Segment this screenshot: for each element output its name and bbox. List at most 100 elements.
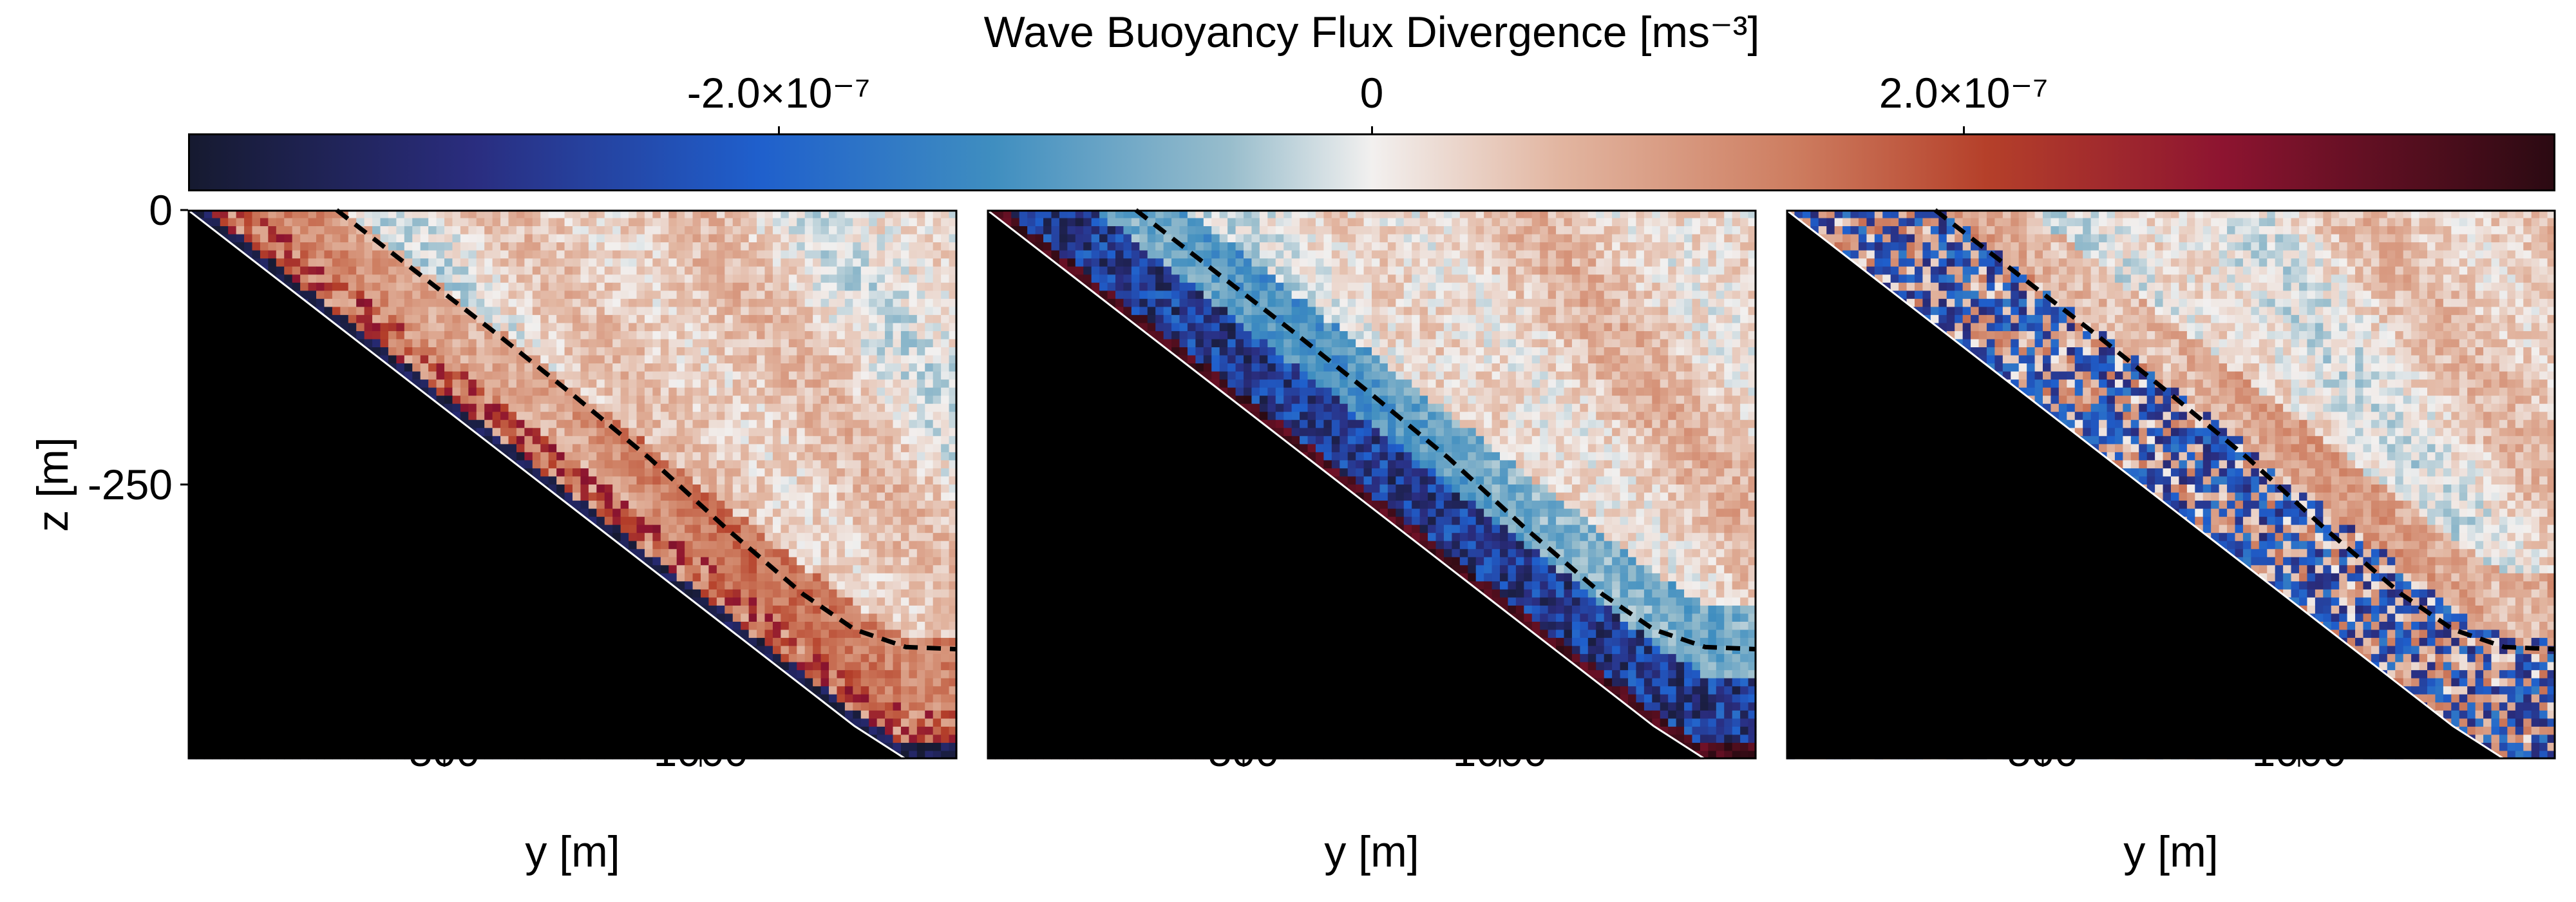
heatmap-cell [308,274,317,283]
heatmap-cell [508,250,517,259]
heatmap-panel-1 [180,208,958,767]
heatmap-cell [797,218,806,227]
heatmap-cell [620,291,629,300]
heatmap-cell [629,242,638,251]
heatmap-cell [380,331,389,340]
heatmap-cell [853,613,862,622]
heatmap-cell [724,605,734,615]
heatmap-cell [893,266,902,275]
heatmap-cell [428,339,437,348]
heatmap-cell [685,274,694,283]
heatmap-cell [925,557,934,566]
heatmap-cell [332,291,341,300]
heatmap-cell [781,282,790,291]
heatmap-cell [629,371,638,380]
heatmap-cell [692,428,701,437]
heatmap-cell [484,274,493,283]
heatmap-cell [500,396,509,405]
heatmap-cell [364,291,373,300]
heatmap-cell [701,210,710,219]
heatmap-cell [829,581,838,590]
heatmap-cell [741,210,750,219]
heatmap-cell [492,250,501,259]
heatmap-cell [428,298,437,307]
heatmap-cell [893,371,902,380]
heatmap-cell [748,581,757,590]
heatmap-cell [900,291,909,300]
heatmap-cell [412,314,421,324]
heatmap-cell [772,476,781,485]
heatmap-cell [332,258,341,267]
heatmap-cell [869,524,878,533]
colorbar-tick-label-zero: 0 [1359,69,1384,117]
heatmap-cell [652,274,661,283]
heatmap-cell [484,291,493,300]
heatmap-cell [764,501,773,510]
heatmap-cell [701,347,710,356]
heatmap-cell [612,266,621,275]
heatmap-cell [804,347,813,356]
heatmap-cell [772,444,781,453]
heatmap-cell [820,549,829,558]
heatmap-cell [900,323,909,332]
heatmap-cell [876,250,886,259]
heatmap-cell [772,314,781,324]
heatmap-cell [781,258,790,267]
heatmap-cell [804,371,813,380]
heatmap-cell [636,501,645,510]
heatmap-cell [573,419,582,428]
heatmap-cell [925,460,934,469]
heatmap-cell [741,218,750,227]
heatmap-cell [916,266,925,275]
heatmap-cell [636,210,645,219]
heatmap-cell [573,210,582,219]
heatmap-cell [893,468,902,477]
heatmap-cell [636,419,645,428]
heatmap-cell [781,581,790,590]
heatmap-cell [885,485,894,494]
heatmap-cell [612,226,621,235]
heatmap-cell [916,210,925,219]
heatmap-cell [813,622,822,631]
heatmap-cell [804,266,813,275]
heatmap-cell [820,282,829,291]
heatmap-cell [893,331,902,340]
heatmap-cell [853,428,862,437]
heatmap-cell [813,274,822,283]
heatmap-cell [941,218,950,227]
heatmap-cell [893,403,902,412]
heatmap-cell [564,476,573,485]
heatmap-cell [428,307,437,316]
heatmap-cell [484,412,493,421]
heatmap-cell [797,452,806,461]
heatmap-cell [492,226,501,235]
heatmap-cell [708,282,717,291]
heatmap-cell [804,573,813,582]
heatmap-cell [244,210,253,219]
heatmap-cell [820,258,829,267]
heatmap-cell [564,379,573,389]
heatmap-cell [380,314,389,324]
heatmap-cell [532,419,541,428]
heatmap-cell [500,258,509,267]
heatmap-cell [460,363,469,372]
heatmap-cell [813,250,822,259]
heatmap-cell [524,226,533,235]
heatmap-cell [236,210,245,219]
heatmap-cell [644,476,653,485]
heatmap-cell [468,323,477,332]
heatmap-cell [508,307,517,316]
heatmap-cell [788,549,797,558]
heatmap-cell [524,242,533,251]
heatmap-cell [404,371,413,380]
heatmap-cell [820,565,829,574]
heatmap-cell [492,331,501,340]
heatmap-cell [829,476,838,485]
heatmap-cell [893,541,902,550]
heatmap-cell [781,403,790,412]
heatmap-cell [748,492,757,501]
heatmap-cell [900,396,909,405]
heatmap-cell [685,307,694,316]
heatmap-cell [644,549,653,558]
heatmap-cell [925,210,934,219]
